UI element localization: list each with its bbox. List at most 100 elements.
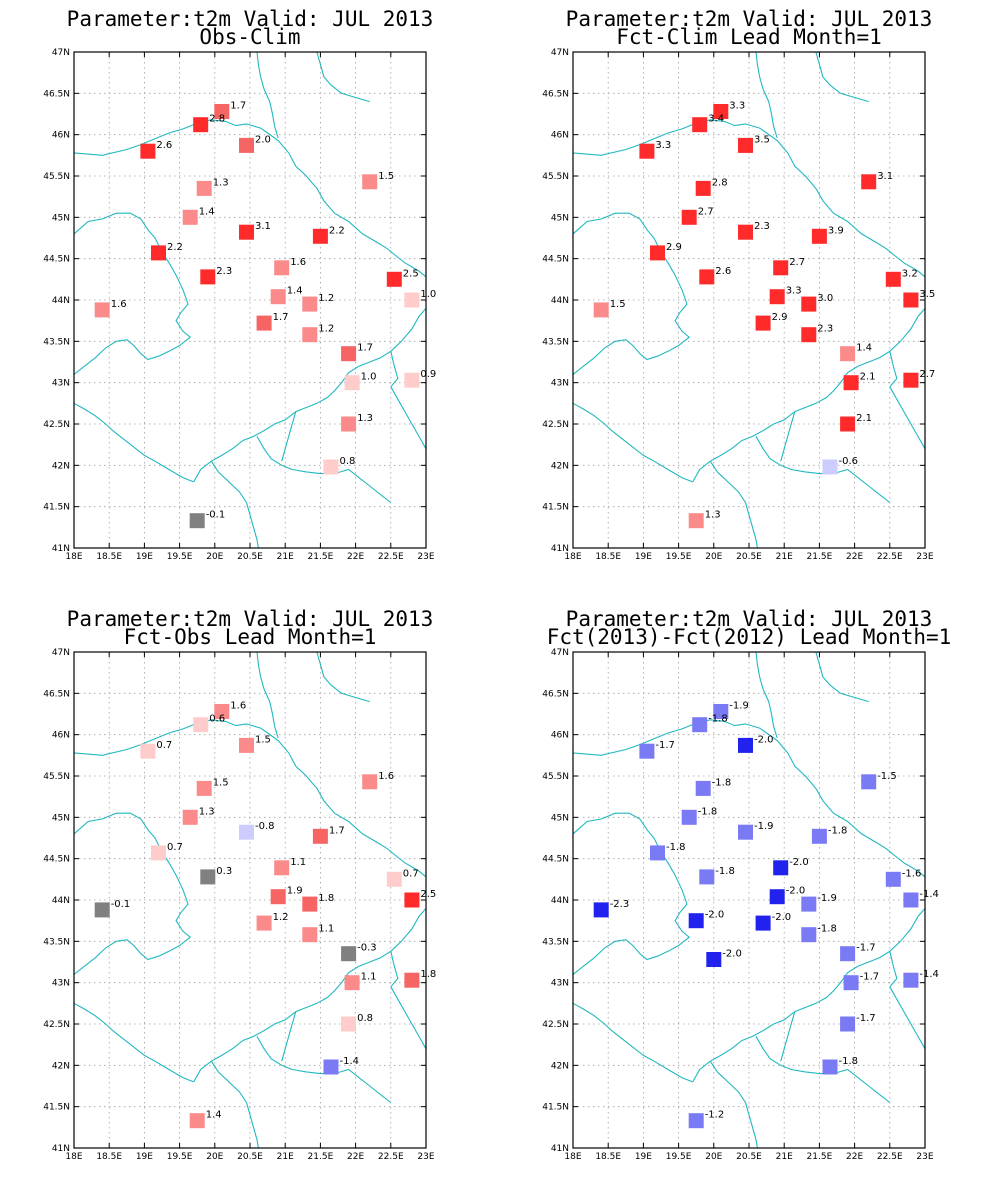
station-marker (239, 737, 254, 753)
station-marker (801, 896, 817, 912)
gridlines (573, 652, 925, 1148)
x-tick-label: 23E (916, 552, 933, 562)
station-value-label: 1.1 (318, 924, 334, 935)
station-marker (274, 860, 290, 876)
y-tick-label: 42N (551, 461, 569, 471)
station-value-label: 2.6 (156, 140, 172, 151)
station-marker (688, 1113, 704, 1129)
y-tick-label: 44N (52, 896, 70, 906)
x-tick-label: 21.5E (308, 1152, 334, 1162)
coastline (889, 386, 925, 450)
station-marker (801, 327, 817, 343)
y-tick-label: 46.5N (43, 689, 70, 699)
coastline (74, 119, 426, 278)
station-value-label: 0.3 (216, 866, 232, 877)
x-tick-label: 21.5E (807, 1152, 833, 1162)
station-marker (362, 174, 378, 190)
y-tick-label: 47N (551, 648, 569, 658)
station-value-label: 2.7 (919, 369, 935, 380)
station-value-label: 1.2 (318, 293, 334, 304)
y-tick-label: 46.5N (43, 89, 70, 99)
station-value-label: 3.5 (754, 134, 770, 145)
coastlines (74, 52, 426, 548)
x-tick-label: 20E (206, 1152, 223, 1162)
station-value-label: 2.1 (860, 372, 876, 383)
station-marker (94, 302, 110, 318)
station-marker (189, 1113, 205, 1129)
station-value-label: 1.4 (856, 343, 872, 354)
coastlines (573, 652, 925, 1148)
station-marker (200, 869, 216, 885)
station-marker (843, 975, 859, 991)
station-value-label: -2.0 (789, 857, 809, 868)
x-tick-label: 22E (846, 552, 863, 562)
station-marker (681, 209, 697, 225)
station-value-label: 2.2 (167, 242, 183, 253)
y-tick-label: 42.5N (542, 1020, 569, 1030)
y-tick-label: 46.5N (542, 89, 569, 99)
coastline (74, 1002, 194, 1083)
station-value-label: 0.6 (209, 714, 225, 725)
station-marker (769, 289, 785, 305)
station-marker (239, 137, 254, 153)
station-markers: 1.72.82.62.01.31.51.43.1 2.22.21.62.3 2.51… (94, 101, 436, 529)
station-value-label: -1.4 (919, 969, 939, 980)
station-value-label: 1.6 (378, 771, 394, 782)
x-tick-label: 20.5E (736, 1152, 762, 1162)
station-value-label: -1.8 (817, 924, 837, 935)
station-value-label: 3.1 (877, 171, 893, 182)
station-value-label: 2.8 (209, 114, 225, 125)
station-marker (182, 209, 198, 225)
station-marker (903, 292, 919, 308)
station-marker (344, 975, 360, 991)
station-marker (699, 869, 715, 885)
station-marker (302, 927, 318, 943)
panel-title: Parameter:t2m Valid: JUL 2013 (67, 7, 434, 31)
y-tick-label: 41N (52, 1144, 70, 1154)
coastline (573, 719, 925, 878)
station-marker (386, 271, 402, 287)
station-value-label: 1.7 (230, 101, 246, 112)
station-value-label: 2.9 (772, 312, 788, 323)
coastline (74, 212, 192, 375)
coastline (573, 402, 693, 483)
x-tick-label: 22E (347, 1152, 364, 1162)
coastline (210, 1060, 259, 1148)
station-value-label: 1.4 (206, 1110, 222, 1121)
station-value-label: 1.5 (378, 171, 394, 182)
y-tick-label: 47N (52, 48, 70, 58)
station-marker (189, 513, 205, 529)
coastline (281, 411, 297, 462)
station-marker (738, 224, 753, 240)
station-value-label: -1.8 (708, 714, 728, 725)
station-marker (885, 871, 901, 887)
station-value-label: -1.8 (715, 866, 735, 877)
y-tick-label: 41.5N (43, 503, 70, 513)
station-value-label: 1.3 (705, 510, 721, 521)
station-marker (302, 296, 318, 312)
station-value-label: 2.8 (712, 177, 728, 188)
y-tick-label: 41N (551, 1144, 569, 1154)
station-marker (362, 774, 378, 790)
station-value-label: 1.8 (420, 969, 436, 980)
station-marker (801, 296, 817, 312)
station-marker (182, 809, 198, 825)
coastline (709, 460, 758, 548)
x-tick-label: 23E (916, 1152, 933, 1162)
station-value-label: 1.7 (329, 825, 345, 836)
station-value-label: -1.8 (839, 1056, 859, 1067)
station-marker (94, 902, 110, 918)
coastline (390, 986, 426, 1050)
station-marker (650, 845, 665, 861)
station-marker (312, 228, 328, 244)
panel-title: Parameter:t2m Valid: JUL 2013 (67, 607, 434, 631)
station-markers: -1.9-1.8-1.7-2.0-1.8-1.5-1.8-1.9 -1.8-1.8… (593, 701, 939, 1129)
station-value-label: -0.1 (111, 899, 131, 910)
station-value-label: -1.4 (340, 1056, 360, 1067)
x-tick-label: 19.5E (167, 1152, 193, 1162)
station-marker (755, 315, 771, 331)
station-marker (738, 137, 753, 153)
x-tick-label: 21E (776, 552, 793, 562)
station-marker (738, 737, 753, 753)
